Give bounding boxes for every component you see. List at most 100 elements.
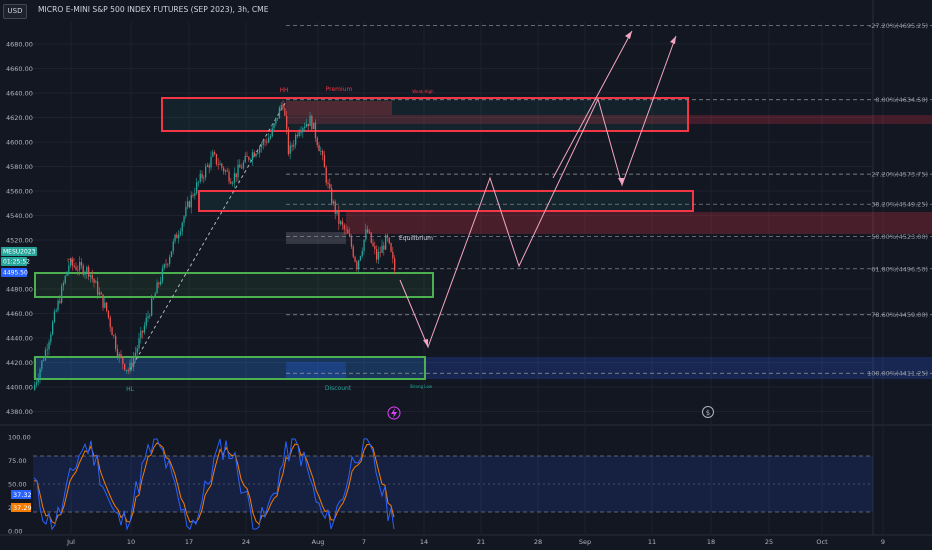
candle-body [138, 338, 140, 349]
candle-body [107, 310, 110, 318]
candle-body [269, 136, 272, 139]
candle-body [120, 354, 122, 357]
candle-body [280, 105, 282, 108]
candle-body [381, 245, 383, 253]
candle-body [275, 117, 277, 124]
time-tick-label: 28 [534, 538, 542, 546]
candle-body [163, 264, 165, 269]
candle-body [311, 115, 313, 130]
candle-body [226, 170, 228, 172]
currency-button[interactable]: USD [3, 4, 27, 19]
price-axis[interactable]: 4680.00 4660.00 4640.00 4620.00 4600.00 4580.… [1, 41, 37, 417]
candle-body [296, 134, 299, 137]
candle-body [358, 260, 360, 269]
candle-body [70, 259, 72, 266]
fib-level-label: 61.80%(4496.50) [871, 265, 928, 273]
stochastic-rsi-pane[interactable] [33, 438, 873, 531]
candle-body [336, 210, 338, 214]
price-tag-label: 4495.50 [3, 270, 28, 277]
candle-body [131, 362, 133, 368]
candle-body [332, 201, 335, 204]
arrow-head-icon [670, 36, 676, 44]
candlestick-series[interactable] [34, 100, 396, 391]
time-axis[interactable]: Jul 10 17 24 Aug 7 14 21 28 Sep 11 18 25 Oct 9 [66, 538, 885, 546]
svg-text:$: $ [706, 409, 710, 417]
candle-body [273, 123, 275, 129]
osc-tick-label: 50.00 [8, 481, 27, 489]
candle-body [109, 317, 111, 328]
time-tick-label: 14 [420, 538, 428, 546]
time-tick-label: 7 [362, 538, 366, 546]
candle-body [34, 384, 36, 391]
candle-body [197, 181, 200, 183]
fib-level-label: 100.00%(4411.25) [867, 370, 928, 378]
price-tick-label: 4640.00 [6, 90, 33, 98]
candle-body [93, 278, 95, 283]
hh-label: HH [279, 87, 288, 94]
osc-k-tag [11, 490, 31, 499]
discount-box[interactable] [34, 356, 426, 380]
candle-body [50, 334, 52, 342]
candle-body [392, 251, 394, 259]
candle-body [343, 224, 345, 230]
candle-body [250, 159, 252, 161]
dollar-icon[interactable]: $ [702, 406, 714, 418]
candle-body [55, 310, 57, 312]
candle-body [73, 265, 75, 267]
candle-body [318, 144, 320, 152]
osc-k-value: 37.32 [13, 491, 32, 499]
candle-body [255, 153, 257, 157]
candle-body [46, 349, 48, 351]
candle-body [62, 283, 65, 287]
lightning-icon[interactable] [387, 406, 401, 420]
price-tick-label: 4540.00 [6, 212, 33, 220]
time-tick-label: Jul [66, 538, 75, 546]
premium-box[interactable] [161, 97, 689, 132]
osc-d-tag [11, 503, 31, 512]
symbol-title[interactable]: MICRO E-MINI S&P 500 INDEX FUTURES (SEP … [38, 5, 269, 14]
candle-body [356, 261, 358, 269]
candle-body [314, 122, 317, 138]
time-tick-label: 25 [765, 538, 773, 546]
candle-body [237, 164, 239, 178]
candle-body [374, 245, 376, 250]
candle-body [134, 352, 137, 358]
candle-body [291, 145, 293, 147]
candle-body [88, 267, 90, 277]
time-tick-label: 18 [707, 538, 715, 546]
osc-tick-label: 100.00 [8, 434, 31, 442]
candle-body [257, 152, 259, 154]
trend-line[interactable] [129, 102, 286, 371]
candle-body [284, 108, 286, 116]
candle-body [147, 316, 149, 318]
candle-body [82, 265, 84, 275]
candle-body [77, 269, 79, 271]
candle-body [125, 369, 128, 371]
candle-body [118, 354, 120, 358]
candle-body [244, 155, 246, 163]
candle-body [44, 349, 47, 361]
time-tick-label: 24 [242, 538, 250, 546]
candle-body [75, 266, 77, 270]
candle-body [278, 107, 281, 119]
candle-body [223, 167, 225, 172]
demand-box[interactable] [34, 272, 434, 298]
price-tick-label: 4520.00 [6, 237, 33, 245]
candle-body [228, 171, 230, 182]
candle-body [349, 233, 351, 237]
mid-supply-box[interactable] [198, 190, 694, 212]
candle-body [43, 360, 45, 362]
hl-label: HL [126, 386, 135, 393]
candle-body [127, 369, 129, 371]
candle-body [372, 242, 374, 246]
fibonacci-retracement[interactable]: -27.20%(4695.25) 0.00%(4634.50) 27.20%(457… [286, 22, 932, 378]
equilibrium-zone [286, 232, 346, 244]
candle-body [340, 221, 342, 224]
candle-body [185, 206, 187, 217]
supply-zone-upper [286, 115, 932, 124]
candle-body [39, 369, 41, 379]
candle-body [323, 155, 326, 168]
projection-line-2[interactable] [552, 30, 633, 179]
